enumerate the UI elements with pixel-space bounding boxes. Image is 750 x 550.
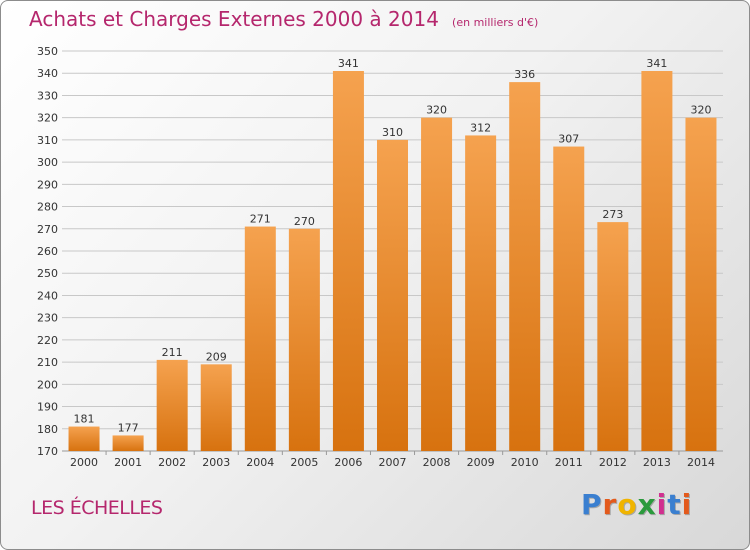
y-tick-label: 210 xyxy=(37,356,58,369)
bar-2001 xyxy=(112,435,144,451)
y-tick-label: 240 xyxy=(37,289,58,302)
x-tick-label-2011: 2011 xyxy=(555,456,583,469)
data-label-2005: 270 xyxy=(294,215,315,228)
x-tick-label-2004: 2004 xyxy=(246,456,274,469)
bar-2014 xyxy=(685,117,717,452)
y-tick-label: 340 xyxy=(37,67,58,80)
x-tick-label-2014: 2014 xyxy=(687,456,715,469)
chart-unit: (en milliers d'€) xyxy=(452,16,539,29)
bar-2008 xyxy=(421,117,453,452)
data-label-2008: 320 xyxy=(426,104,447,117)
y-tick-label: 290 xyxy=(37,178,58,191)
y-tick-label: 200 xyxy=(37,378,58,391)
bar-2002 xyxy=(156,359,188,451)
y-tick-label: 260 xyxy=(37,245,58,258)
chart-header: Achats et Charges Externes 2000 à 2014 (… xyxy=(29,7,538,31)
data-label-2011: 307 xyxy=(558,133,579,146)
data-label-2001: 177 xyxy=(118,421,139,434)
x-tick-label-2008: 2008 xyxy=(423,456,451,469)
data-label-2003: 209 xyxy=(206,350,227,363)
data-label-2012: 273 xyxy=(602,208,623,221)
x-tick-label-2006: 2006 xyxy=(334,456,362,469)
x-tick-label-2003: 2003 xyxy=(202,456,230,469)
bar-2011 xyxy=(553,146,585,452)
data-label-2009: 312 xyxy=(470,121,491,134)
bar-2005 xyxy=(288,228,320,451)
x-axis-ticks: 2000 2001 2002 2003 2004 2005 2006 2007 2008 2009… xyxy=(70,451,715,469)
y-tick-label: 320 xyxy=(37,112,58,125)
y-tick-label: 220 xyxy=(37,334,58,347)
data-label-2013: 341 xyxy=(646,57,667,70)
x-tick-label-2012: 2012 xyxy=(599,456,627,469)
y-tick-label: 280 xyxy=(37,201,58,214)
bar-2006 xyxy=(332,71,364,451)
logo-letter: o xyxy=(617,488,638,521)
logo-letter: P xyxy=(581,488,603,521)
data-label-2014: 320 xyxy=(690,104,711,117)
logo-letter: t xyxy=(667,488,682,521)
x-tick-label-2002: 2002 xyxy=(158,456,186,469)
x-tick-label-2005: 2005 xyxy=(290,456,318,469)
bar-2012 xyxy=(597,222,629,451)
logo-letter: x xyxy=(637,488,657,521)
y-tick-label: 350 xyxy=(37,45,58,58)
bar-2007 xyxy=(377,139,408,451)
y-tick-label: 300 xyxy=(37,156,58,169)
bar-2000 xyxy=(68,426,100,451)
data-label-2007: 310 xyxy=(382,126,403,139)
y-axis-ticks: 170 180 190 200 210 220 230 240 250 260 270 280 290 3… xyxy=(37,45,58,458)
bar-2009 xyxy=(465,135,497,451)
logo-letter: i xyxy=(681,488,693,521)
y-tick-label: 270 xyxy=(37,223,58,236)
data-labels: 181 177 211 209 271 270 341 310 320 312 336 307 273 3… xyxy=(74,57,712,434)
y-tick-label: 180 xyxy=(37,423,58,436)
data-label-2002: 211 xyxy=(162,346,183,359)
x-tick-label-2007: 2007 xyxy=(379,456,407,469)
x-tick-label-2001: 2001 xyxy=(114,456,142,469)
commune-name: LES ÉCHELLES xyxy=(31,497,163,519)
y-tick-label: 250 xyxy=(37,267,58,280)
data-label-2006: 341 xyxy=(338,57,359,70)
data-label-2000: 181 xyxy=(74,413,95,426)
y-tick-label: 170 xyxy=(37,445,58,458)
data-label-2010: 336 xyxy=(514,68,535,81)
x-tick-label-2000: 2000 xyxy=(70,456,98,469)
bar-2003 xyxy=(200,364,232,451)
x-tick-label-2010: 2010 xyxy=(511,456,539,469)
x-tick-label-2013: 2013 xyxy=(643,456,671,469)
bar-2004 xyxy=(244,226,276,451)
y-tick-label: 330 xyxy=(37,89,58,102)
chart-title: Achats et Charges Externes 2000 à 2014 xyxy=(29,7,439,31)
y-tick-label: 190 xyxy=(37,401,58,414)
x-tick-label-2009: 2009 xyxy=(467,456,495,469)
bar-2013 xyxy=(641,71,673,451)
data-label-2004: 271 xyxy=(250,213,271,226)
proxiti-logo[interactable]: Proxiti xyxy=(581,488,692,521)
bars xyxy=(68,71,717,452)
bar-2010 xyxy=(509,82,541,451)
y-tick-label: 230 xyxy=(37,312,58,325)
logo-letter: i xyxy=(656,488,668,521)
y-tick-label: 310 xyxy=(37,134,58,147)
logo-letter: r xyxy=(602,488,618,521)
